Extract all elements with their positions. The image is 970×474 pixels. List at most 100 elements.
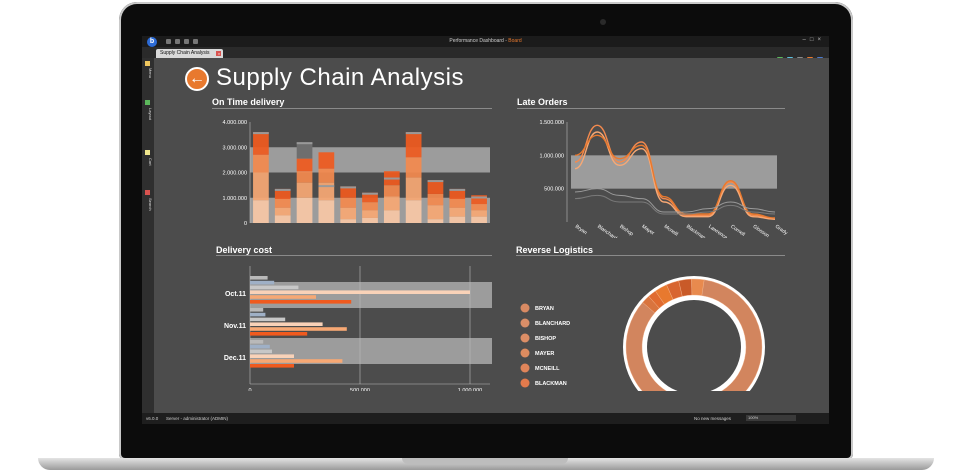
cart-icon[interactable] (145, 150, 150, 155)
close-icon[interactable]: × (817, 37, 825, 43)
bar-segment (253, 200, 269, 223)
y-tick-label: 2.000.000 (223, 171, 247, 177)
laptop-base (38, 458, 934, 470)
y-tick-label: 1.500.000 (540, 120, 564, 126)
zoom-control[interactable]: 100% (746, 415, 796, 421)
back-arrow-icon[interactable]: ← (185, 67, 209, 91)
bar (250, 327, 347, 331)
bar-top (340, 186, 357, 189)
bar-segment (362, 217, 378, 223)
dashboard-canvas: ← Supply Chain Analysis On Time delivery… (154, 58, 829, 413)
x-tick-label: Lawrence (707, 224, 728, 238)
bar-segment (274, 188, 291, 200)
bar-segment (362, 202, 378, 211)
legend-label: BISHOP (535, 336, 556, 342)
bar-segment (296, 158, 313, 172)
bar-segment (471, 204, 487, 211)
undo-icon[interactable] (175, 39, 180, 44)
x-tick-label: 500.000 (350, 388, 370, 391)
sidebar-item-layout[interactable]: Layout (148, 108, 153, 121)
y-tick-label: 1.000.000 (540, 153, 564, 159)
window-title: Performance Dashboard - Board (449, 38, 522, 44)
bar-segment (405, 157, 422, 178)
divider (517, 108, 785, 109)
redo-icon[interactable] (184, 39, 189, 44)
on-time-delivery-chart: 4.000.000 3.000.000 2.000.000 1.000.000 0 (223, 120, 490, 227)
y-category-label: Dec.11 (224, 355, 246, 362)
bar (250, 280, 275, 285)
messages-label[interactable]: No new messages (694, 416, 732, 421)
board-logo[interactable]: b (147, 37, 157, 47)
bar-segment (405, 200, 422, 223)
bar-segment (340, 219, 357, 223)
donut-hole (647, 300, 741, 391)
legend-label: BLACKMAN (535, 381, 567, 387)
search-icon[interactable] (145, 190, 150, 195)
bar (250, 332, 308, 336)
x-tick-label: 0 (248, 388, 251, 391)
bar-segment (449, 188, 466, 200)
legend-swatch (520, 303, 530, 313)
bar (250, 349, 272, 354)
legend-label: BRYAN (535, 306, 554, 312)
bar (250, 300, 352, 304)
bar-segment (362, 210, 378, 218)
layout-icon[interactable] (145, 100, 150, 105)
tab-supply-chain[interactable]: Supply Chain Analysis × (156, 49, 224, 58)
app-window: b Performance Dashboard - Board –□× Supp… (142, 36, 829, 424)
sidebar-item-menu[interactable]: Menu (148, 68, 153, 79)
x-tick-label: Bishop (618, 224, 634, 238)
bar-top (405, 132, 422, 135)
bar-segment (253, 154, 269, 173)
webcam (600, 19, 606, 25)
bar-segment (253, 132, 269, 155)
bar-segment (274, 215, 291, 223)
title-bar: b Performance Dashboard - Board –□× (142, 36, 829, 47)
y-category-label: Oct.11 (225, 291, 246, 298)
bar-segment (296, 182, 313, 198)
legend-swatch (520, 378, 530, 388)
bar-segment (383, 210, 400, 223)
bar (250, 322, 323, 326)
bar (250, 295, 316, 299)
band (250, 147, 490, 173)
bar (250, 340, 264, 344)
legend-label: BLANCHARD (535, 321, 570, 327)
save-icon[interactable] (166, 39, 171, 44)
maximize-icon[interactable]: □ (809, 37, 818, 43)
refresh-icon[interactable] (193, 39, 198, 44)
close-tab-icon[interactable]: × (216, 51, 222, 56)
sidebar-item-search[interactable]: Search (148, 198, 153, 211)
bar-segment (318, 152, 335, 169)
laptop-notch (402, 458, 568, 464)
minimize-icon[interactable]: – (802, 37, 810, 43)
sidebar-item-cart[interactable]: Cart (148, 158, 153, 166)
bar-segment (340, 186, 357, 198)
x-tick-label: 1.000.000 (458, 388, 482, 391)
tab-strip: Supply Chain Analysis × (142, 47, 829, 63)
bar-segment (296, 171, 313, 183)
legend-swatch (520, 348, 530, 358)
zoom-level: 100% (748, 415, 759, 420)
bar-segment (449, 216, 466, 223)
bar (250, 285, 299, 290)
window-controls: –□× (803, 37, 825, 43)
bar-segment (318, 168, 335, 183)
bar-segment (405, 177, 422, 201)
bar-segment (427, 205, 444, 220)
series-line (574, 188, 776, 213)
divider (516, 255, 785, 256)
bar (250, 364, 294, 368)
y-tick-label: 1.000.000 (223, 196, 247, 202)
band (571, 155, 777, 189)
server-label: Server - administrator (ADMIN) (166, 416, 229, 421)
bar-segment (449, 199, 466, 208)
x-tick-label: Blanchard (596, 224, 618, 238)
bar-segment (471, 195, 487, 205)
bar-segment (340, 197, 357, 208)
menu-icon[interactable] (145, 61, 150, 66)
panel-title-late-orders: Late Orders (517, 97, 568, 107)
bar (250, 290, 470, 294)
bar-top (427, 180, 444, 183)
